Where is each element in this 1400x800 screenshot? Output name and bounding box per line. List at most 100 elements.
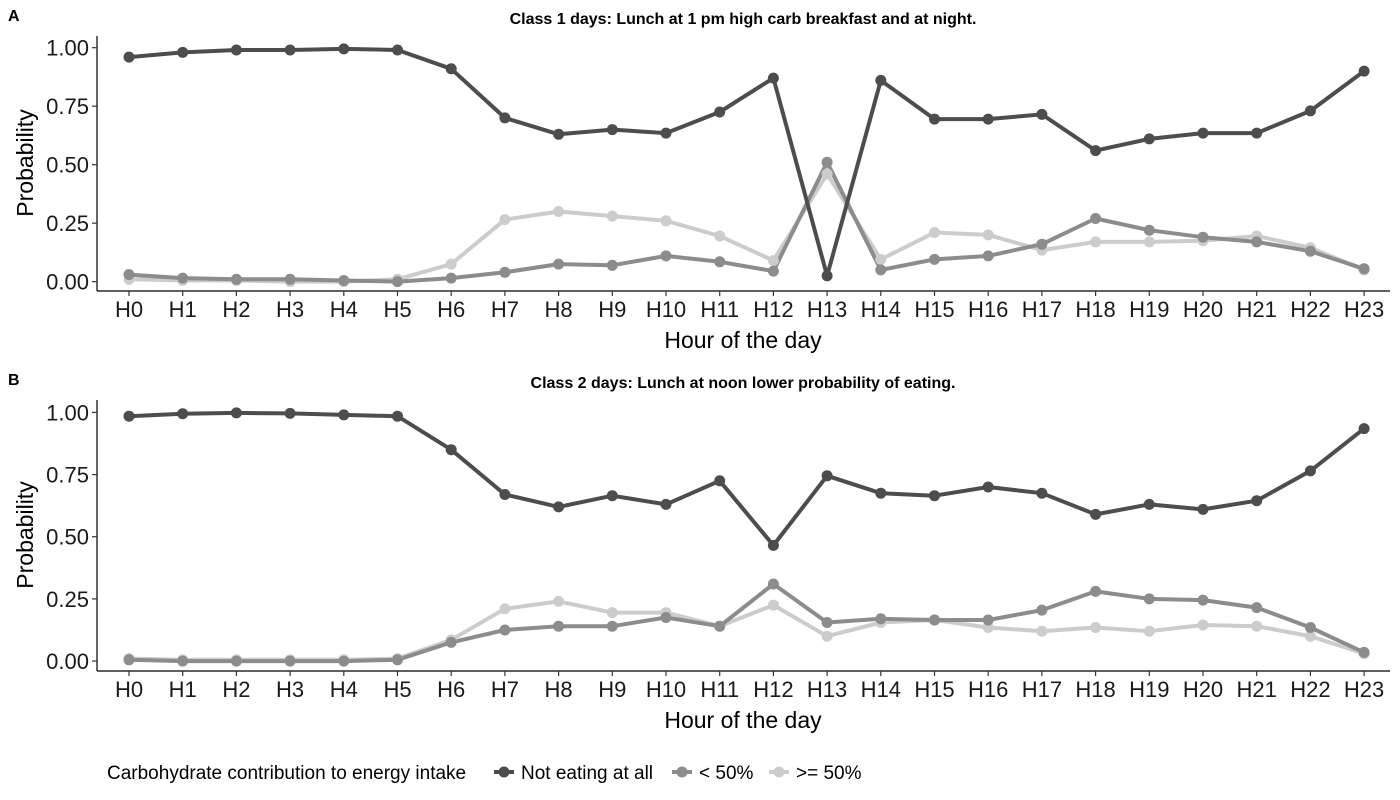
data-point-not-eating-at-all <box>875 487 887 499</box>
series-points <box>123 43 1370 288</box>
legend-label: >= 50% <box>796 763 862 784</box>
x-tick-label: H6 <box>437 297 465 322</box>
data-point-ge-50pct <box>1143 236 1155 248</box>
x-tick-label: H4 <box>330 677 358 702</box>
data-point-not-eating-at-all <box>1304 105 1316 117</box>
x-tick-label: H11 <box>700 677 739 702</box>
data-point-lt-50pct <box>1251 602 1263 614</box>
data-point-not-eating-at-all <box>821 470 833 482</box>
x-tick-label: H1 <box>169 677 197 702</box>
y-tick-label: 0.50 <box>46 153 89 178</box>
data-point-lt-50pct <box>714 256 726 268</box>
data-point-lt-50pct <box>499 266 511 278</box>
data-point-ge-50pct <box>821 168 833 180</box>
x-tick-label: H16 <box>968 297 1008 322</box>
x-tick-label: H8 <box>545 677 573 702</box>
y-axis-title: Probability <box>12 481 38 589</box>
data-point-lt-50pct <box>660 612 672 623</box>
x-tick-label: H17 <box>1022 677 1062 702</box>
x-tick-label: H21 <box>1237 297 1277 322</box>
y-tick-label: 0.75 <box>46 463 89 488</box>
x-tick-label: H3 <box>276 677 304 702</box>
data-point-ge-50pct <box>1090 622 1102 633</box>
data-point-not-eating-at-all <box>553 501 565 513</box>
data-point-lt-50pct <box>338 275 350 286</box>
x-tick-label: H2 <box>222 297 250 322</box>
data-point-not-eating-at-all <box>177 46 189 58</box>
data-point-lt-50pct <box>1251 236 1263 248</box>
data-point-not-eating-at-all <box>392 410 403 422</box>
data-point-not-eating-at-all <box>660 127 672 139</box>
panel-a: A Class 1 days: Lunch at 1 pm high carb … <box>8 8 1390 353</box>
x-axis-title: Hour of the day <box>664 327 822 353</box>
y-tick-label: 0.50 <box>46 525 89 550</box>
data-point-lt-50pct <box>1358 263 1370 275</box>
data-point-ge-50pct <box>929 227 940 238</box>
data-point-ge-50pct <box>445 258 457 270</box>
data-point-ge-50pct <box>1197 619 1209 631</box>
data-point-not-eating-at-all <box>767 72 779 84</box>
data-point-lt-50pct <box>123 654 135 666</box>
x-tick-label: H9 <box>598 677 626 702</box>
data-point-lt-50pct <box>553 258 565 270</box>
data-point-not-eating-at-all <box>714 475 726 487</box>
panel-title: Class 1 days: Lunch at 1 pm high carb br… <box>510 11 977 28</box>
series-line-lt-50pct <box>127 582 1367 664</box>
x-tick-label: H20 <box>1183 297 1223 322</box>
series-points <box>123 407 1370 667</box>
data-point-not-eating-at-all <box>392 44 403 56</box>
data-point-not-eating-at-all <box>1143 133 1155 145</box>
x-tick-label: H17 <box>1022 297 1062 322</box>
data-point-lt-50pct <box>230 655 242 667</box>
data-point-not-eating-at-all <box>499 112 511 124</box>
data-point-lt-50pct <box>1197 594 1209 606</box>
data-point-lt-50pct <box>821 617 833 628</box>
y-tick-label: 0.25 <box>46 211 89 236</box>
data-point-not-eating-at-all <box>284 44 296 56</box>
y-axis-title: Probability <box>12 109 38 217</box>
legend-title: Carbohydrate contribution to energy inta… <box>107 763 466 784</box>
x-tick-label: H23 <box>1344 297 1384 322</box>
data-point-not-eating-at-all <box>1036 487 1048 499</box>
data-point-not-eating-at-all <box>1197 503 1209 515</box>
legend-label: Not eating at all <box>521 763 653 784</box>
legend-item-not-eating: Not eating at all <box>494 763 653 784</box>
x-tick-labels: H0 H1 H2 H3 H4 H5 H6 H7 H8 H9 H10 H11 H12 H13 H14 H15 H1… <box>115 677 1384 702</box>
data-point-lt-50pct <box>1304 245 1316 257</box>
axes <box>92 36 1390 296</box>
x-tick-label: H12 <box>753 677 793 702</box>
data-point-not-eating-at-all <box>1358 423 1370 435</box>
y-tick-label: 0.25 <box>46 587 89 612</box>
x-tick-labels: H0 H1 H2 H3 H4 H5 H6 H7 H8 H9 H10 H11 H12 H13 H14 H15 H1… <box>115 297 1384 322</box>
data-point-not-eating-at-all <box>1197 127 1209 139</box>
x-tick-label: H19 <box>1129 677 1169 702</box>
data-point-not-eating-at-all <box>445 444 457 456</box>
data-point-lt-50pct <box>445 272 457 284</box>
data-point-lt-50pct <box>982 250 994 262</box>
x-tick-label: H23 <box>1344 677 1384 702</box>
data-point-not-eating-at-all <box>230 44 242 56</box>
x-tick-label: H14 <box>861 297 901 322</box>
data-point-not-eating-at-all <box>553 128 565 140</box>
data-point-lt-50pct <box>1090 585 1102 597</box>
data-point-not-eating-at-all <box>445 63 457 75</box>
legend: Carbohydrate contribution to energy inta… <box>107 763 862 784</box>
data-point-not-eating-at-all <box>338 409 350 421</box>
data-point-not-eating-at-all <box>123 51 135 63</box>
x-tick-label: H0 <box>115 677 143 702</box>
data-point-ge-50pct <box>553 595 565 607</box>
data-point-lt-50pct <box>767 265 779 277</box>
data-point-lt-50pct <box>929 253 940 265</box>
x-tick-label: H12 <box>753 297 793 322</box>
data-point-lt-50pct <box>1143 593 1155 605</box>
data-point-lt-50pct <box>499 624 511 636</box>
x-tick-label: H2 <box>222 677 250 702</box>
panel-b: B Class 2 days: Lunch at noon lower prob… <box>8 372 1390 733</box>
data-point-not-eating-at-all <box>1358 65 1370 77</box>
data-point-lt-50pct <box>875 264 887 276</box>
data-point-lt-50pct <box>606 259 618 271</box>
x-tick-label: H7 <box>491 677 519 702</box>
data-point-ge-50pct <box>875 253 887 265</box>
y-tick-label: 1.00 <box>46 400 89 425</box>
y-tick-labels: 0.00 0.25 0.50 0.75 1.00 <box>46 400 89 674</box>
